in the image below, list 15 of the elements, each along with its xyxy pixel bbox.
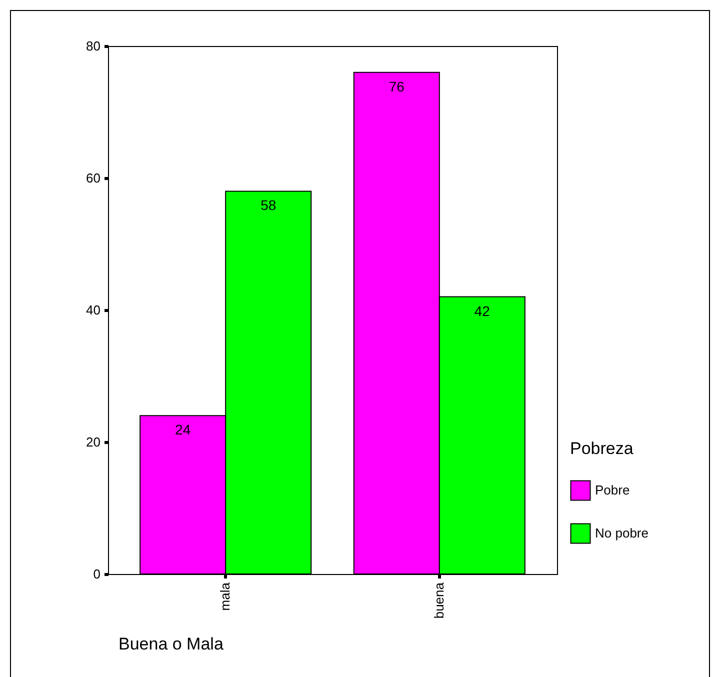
x-tick-label: buena (431, 582, 446, 619)
y-tick-label: 80 (86, 38, 100, 54)
legend-title: Pobreza (570, 439, 634, 458)
data-label: 24 (175, 422, 191, 438)
y-tick-label: 0 (93, 566, 100, 582)
x-tick-label: mala (218, 582, 233, 611)
data-label: 58 (260, 197, 276, 214)
legend-label: Pobre (595, 482, 630, 498)
data-label: 42 (474, 302, 490, 319)
legend-label: No pobre (595, 526, 648, 540)
x-axis-title: Buena o Mala (118, 634, 224, 654)
y-tick-label: 60 (86, 170, 100, 186)
data-label: 76 (388, 78, 405, 94)
y-tick-label: 20 (86, 434, 100, 450)
y-tick-label: 40 (86, 302, 100, 318)
